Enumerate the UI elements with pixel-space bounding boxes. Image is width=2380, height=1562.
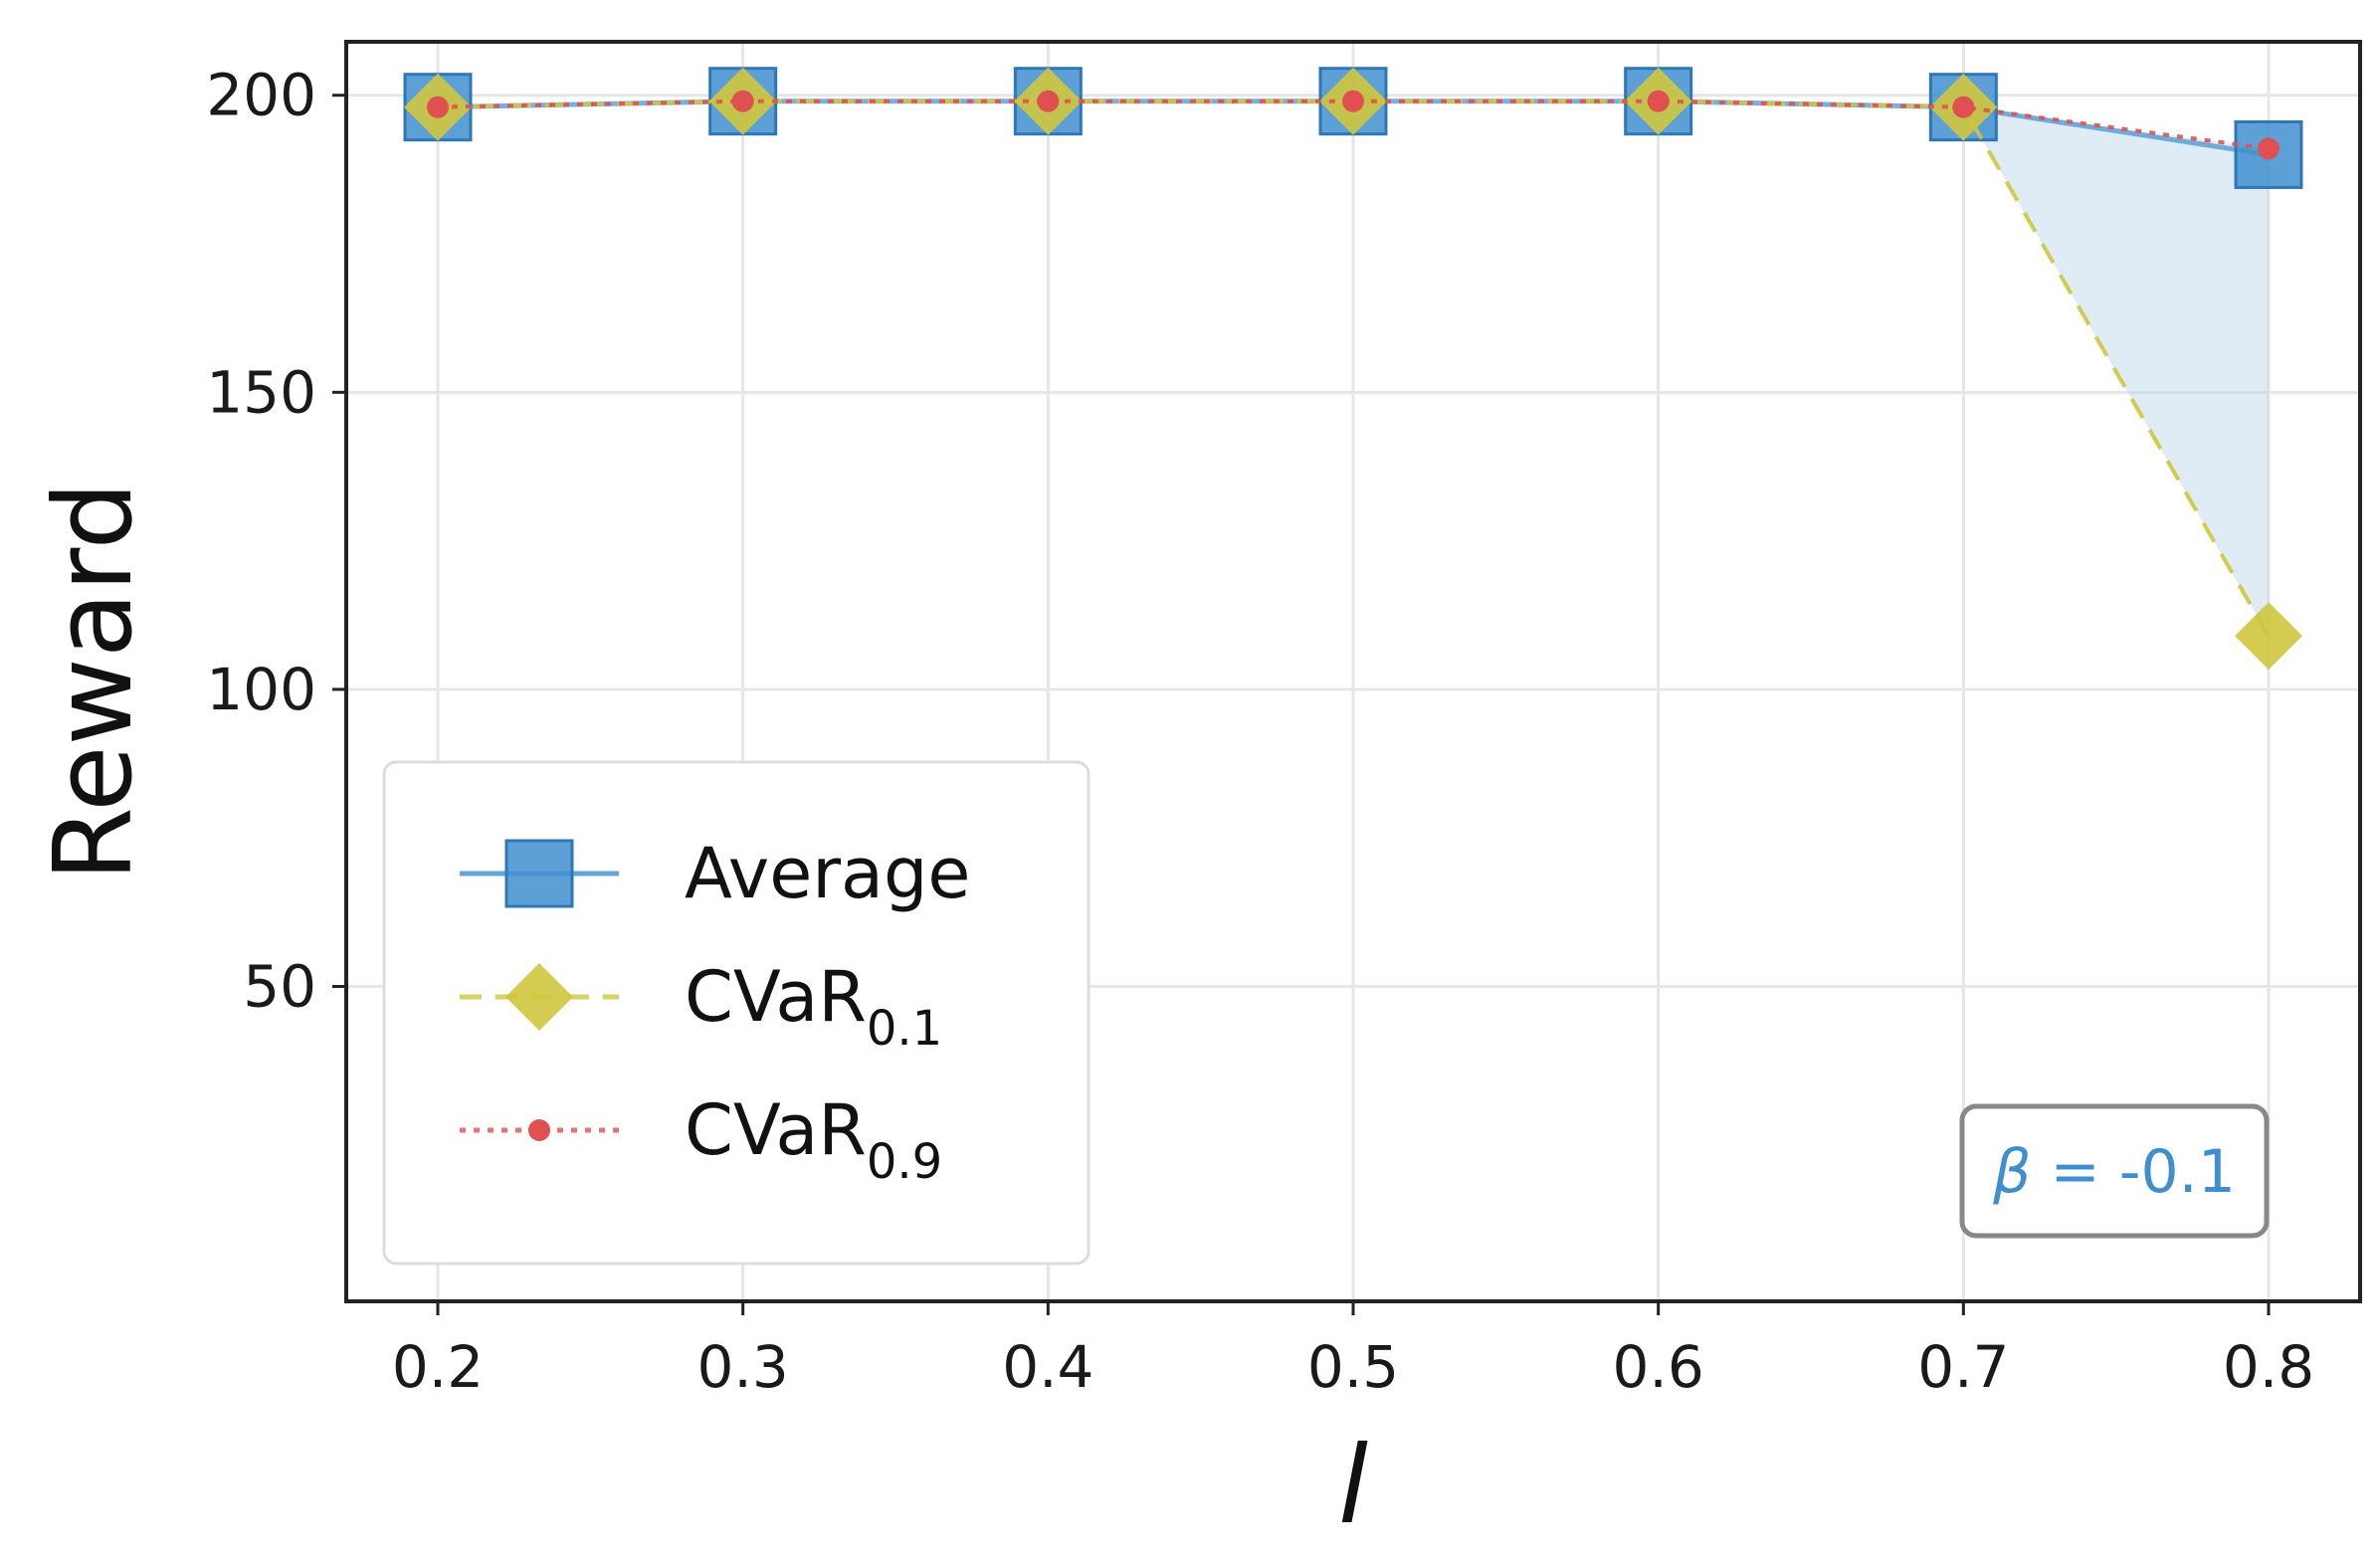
point-cvar-0-9 xyxy=(1342,90,1364,112)
legend-marker-cvar-0-9 xyxy=(528,1119,550,1141)
y-tick-label: 200 xyxy=(206,62,316,129)
x-tick-label: 0.4 xyxy=(1002,1333,1093,1401)
y-tick-label: 100 xyxy=(206,656,316,723)
x-tick-label: 0.3 xyxy=(697,1333,789,1401)
beta-annotation: β = -0.1 xyxy=(1959,1103,2270,1239)
grid xyxy=(346,42,2360,1301)
x-tick-label: 0.2 xyxy=(392,1333,484,1401)
point-cvar-0-9 xyxy=(2258,137,2280,160)
x-tick-label: 0.8 xyxy=(2223,1333,2314,1401)
annotation-value: -0.1 xyxy=(2119,1137,2236,1207)
y-tick-label: 150 xyxy=(206,358,316,426)
point-cvar-0-9 xyxy=(1647,90,1670,112)
point-cvar-0-9 xyxy=(1037,90,1060,112)
legend-marker-average xyxy=(504,839,574,908)
legend-label-main: Average xyxy=(685,833,970,914)
annotation-text: β = -0.1 xyxy=(1992,1137,2236,1207)
shaded-region-layer xyxy=(438,100,2269,637)
x-axis-label: l xyxy=(1338,1424,1368,1548)
point-cvar-0-9 xyxy=(1952,96,1975,118)
x-tick-label: 0.6 xyxy=(1613,1333,1704,1401)
y-axis-label: Reward xyxy=(32,482,156,881)
legend-label-main: CVaR xyxy=(685,956,867,1038)
legend-marker-cvar-0-1 xyxy=(505,963,573,1031)
annotation-box xyxy=(1959,1103,2270,1239)
legend-label-cvar-0-1: CVaR0.1 xyxy=(685,956,942,1057)
x-tick-label: 0.5 xyxy=(1307,1333,1399,1401)
y-tick-label: 50 xyxy=(243,953,316,1021)
beta-symbol: β xyxy=(1992,1137,2031,1207)
point-cvar-0-1 xyxy=(2235,602,2302,671)
point-cvar-0-9 xyxy=(731,90,754,112)
legend-label-subscript: 0.9 xyxy=(867,1134,942,1190)
ticks: 0.2 0.3 0.4 0.5 0.6 0.7 0.8 50 100 150 200 xyxy=(206,62,2314,1401)
legend-label-main: CVaR xyxy=(685,1089,867,1171)
legend-label-subscript: 0.1 xyxy=(867,1001,942,1057)
series-layer xyxy=(403,67,2303,671)
x-tick-label: 0.7 xyxy=(1917,1333,2009,1401)
series-cvar-0-9 xyxy=(427,90,2280,160)
shaded-region xyxy=(438,100,2269,637)
point-cvar-0-9 xyxy=(427,96,449,118)
legend-label-cvar-0-9: CVaR0.9 xyxy=(685,1089,942,1190)
legend-label-average: Average xyxy=(685,833,970,914)
annotation-equals: = xyxy=(2031,1137,2118,1207)
